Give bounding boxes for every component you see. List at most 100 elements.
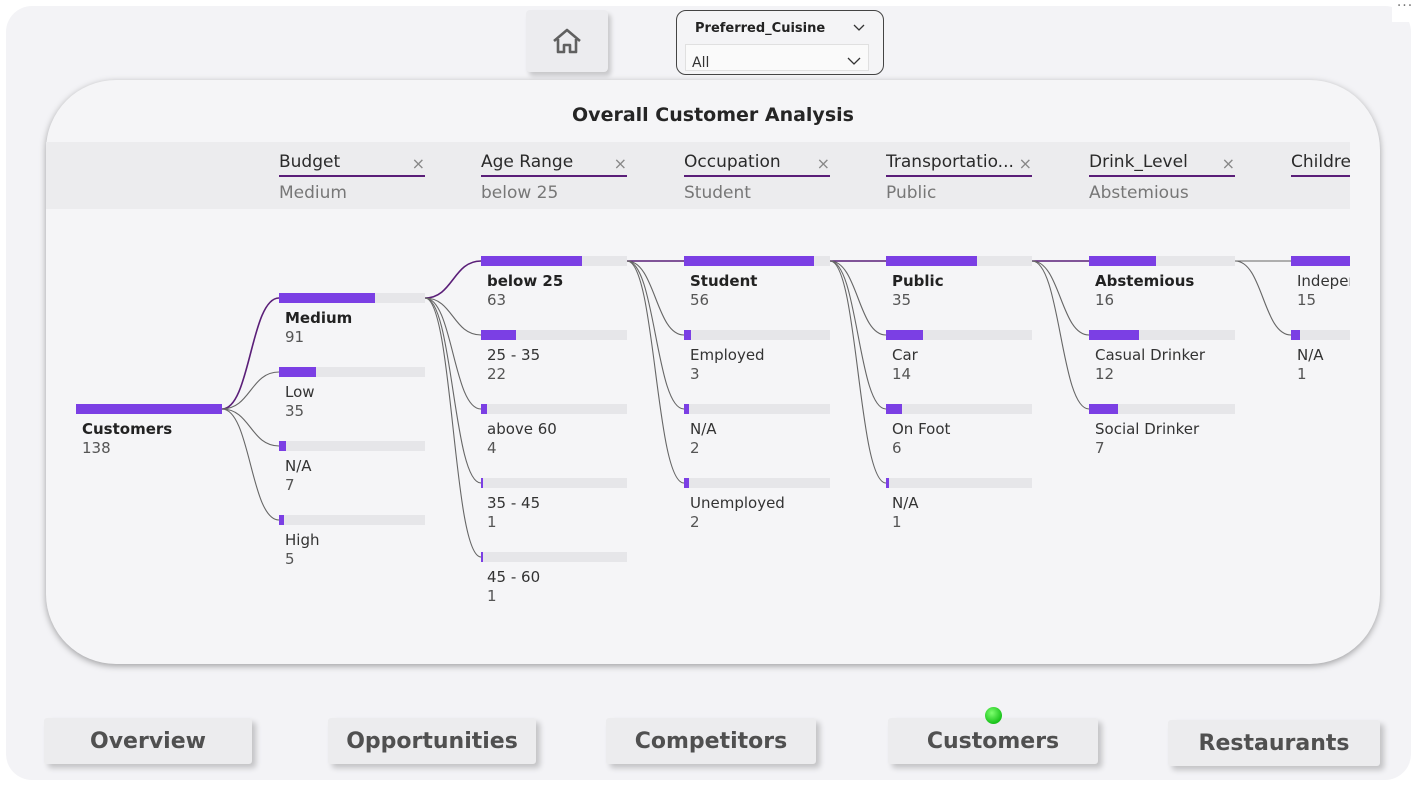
more-options-icon[interactable]: ··· <box>1392 0 1418 22</box>
root-bar[interactable] <box>76 404 222 414</box>
node-bar[interactable] <box>684 256 814 266</box>
node-bar[interactable] <box>1089 330 1140 340</box>
node-label: N/A <box>285 457 312 475</box>
home-button[interactable] <box>526 10 608 72</box>
bar-track[interactable] <box>684 478 830 488</box>
node-bar[interactable] <box>481 256 583 266</box>
node-value: 56 <box>690 291 710 309</box>
node-bar[interactable] <box>886 330 923 340</box>
level-header: Drink_Level × Abstemious <box>1089 152 1235 208</box>
tree-links <box>221 260 1292 558</box>
bar-track[interactable] <box>481 330 627 340</box>
node-bar[interactable] <box>886 478 889 488</box>
node-value: 1 <box>1297 365 1307 383</box>
tree-link <box>626 260 685 410</box>
node-bar[interactable] <box>1291 330 1301 340</box>
level-header: Budget × Medium <box>279 152 425 208</box>
node-bar[interactable] <box>684 478 689 488</box>
node-bar[interactable] <box>684 404 689 414</box>
bar-track[interactable] <box>481 552 627 562</box>
node-bar[interactable] <box>886 404 902 414</box>
node-bar[interactable] <box>886 256 978 266</box>
bar-track[interactable] <box>886 404 1032 414</box>
node-bar[interactable] <box>1089 256 1156 266</box>
node-label: N/A <box>1297 346 1324 364</box>
node-label: Abstemious <box>1095 272 1195 290</box>
nav-overview-button[interactable]: Overview <box>44 718 252 764</box>
home-icon <box>553 28 581 54</box>
tree-link <box>424 297 482 484</box>
level-underline <box>1291 175 1350 177</box>
tree-link <box>221 408 280 447</box>
node-value: 5 <box>285 550 295 568</box>
nav-restaurants-button[interactable]: Restaurants <box>1168 720 1380 766</box>
bar-track[interactable] <box>886 330 1032 340</box>
node-bar[interactable] <box>481 552 483 562</box>
node-bar[interactable] <box>279 515 285 525</box>
node-bar[interactable] <box>481 478 483 488</box>
remove-level-icon[interactable]: × <box>411 154 425 173</box>
node-value: 7 <box>285 476 295 494</box>
node-value: 138 <box>82 439 111 457</box>
bar-track[interactable] <box>481 404 627 414</box>
bar-track[interactable] <box>1089 404 1235 414</box>
bar-track[interactable] <box>886 478 1032 488</box>
node-label: 25 - 35 <box>487 346 541 364</box>
node-label: above 60 <box>487 420 557 438</box>
bar-track[interactable] <box>481 478 627 488</box>
remove-level-icon[interactable]: × <box>1221 154 1235 173</box>
node-value: 3 <box>690 365 700 383</box>
level-underline <box>684 175 830 177</box>
level-selected-value: below 25 <box>481 183 559 203</box>
bar-track[interactable] <box>1089 256 1235 266</box>
nav-customers-button[interactable]: Customers <box>888 718 1098 764</box>
level-name: Childre <box>1291 152 1350 172</box>
node-value: 14 <box>892 365 912 383</box>
remove-level-icon[interactable]: × <box>1018 154 1032 173</box>
level-underline <box>481 175 627 177</box>
tree-link <box>424 297 482 410</box>
tree-link <box>1234 260 1292 336</box>
level-name: Budget <box>279 152 341 172</box>
node-label: Social Drinker <box>1095 420 1200 438</box>
node-bar[interactable] <box>1291 256 1350 266</box>
node-bar[interactable] <box>279 441 287 451</box>
level-underline <box>279 175 425 177</box>
level-header: Transportatio... × Public <box>886 152 1032 208</box>
node-value: 1 <box>487 587 497 605</box>
node-label: High <box>285 531 320 549</box>
slicer-title: Preferred_Cuisine <box>695 21 826 36</box>
bar-track[interactable] <box>1089 330 1235 340</box>
remove-level-icon[interactable]: × <box>613 154 627 173</box>
bar-track[interactable] <box>279 441 425 451</box>
node-label: below 25 <box>487 272 564 290</box>
tree-link <box>626 260 685 336</box>
node-bar[interactable] <box>684 330 691 340</box>
node-label: 35 - 45 <box>487 494 541 512</box>
node-value: 4 <box>487 439 497 457</box>
nav-opportunities-button[interactable]: Opportunities <box>328 718 536 764</box>
bar-track[interactable] <box>279 515 425 525</box>
level-header: Age Range × below 25 <box>481 152 627 208</box>
nav-competitors-button[interactable]: Competitors <box>606 718 816 764</box>
node-bar[interactable] <box>279 367 317 377</box>
level-selected-value: Abstemious <box>1089 183 1189 203</box>
node-label: On Foot <box>892 420 951 438</box>
bar-track[interactable] <box>1291 330 1350 340</box>
node-label: Low <box>285 383 315 401</box>
node-value: 15 <box>1297 291 1317 309</box>
level-header: Occupation × Student <box>684 152 830 208</box>
slicer-dropdown[interactable] <box>685 44 869 71</box>
bar-track[interactable] <box>279 367 425 377</box>
decomposition-tree: Customers 138 Medium 91 Low 35 N/A 7 High 5 below … <box>46 142 1350 642</box>
chevron-down-icon[interactable] <box>853 24 865 32</box>
node-bar[interactable] <box>481 404 488 414</box>
node-bar[interactable] <box>279 293 376 303</box>
chevron-down-icon[interactable] <box>847 57 861 65</box>
remove-level-icon[interactable]: × <box>816 154 830 173</box>
node-label: Casual Drinker <box>1095 346 1206 364</box>
bar-track[interactable] <box>684 330 830 340</box>
node-bar[interactable] <box>1089 404 1119 414</box>
bar-track[interactable] <box>684 404 830 414</box>
node-bar[interactable] <box>481 330 517 340</box>
